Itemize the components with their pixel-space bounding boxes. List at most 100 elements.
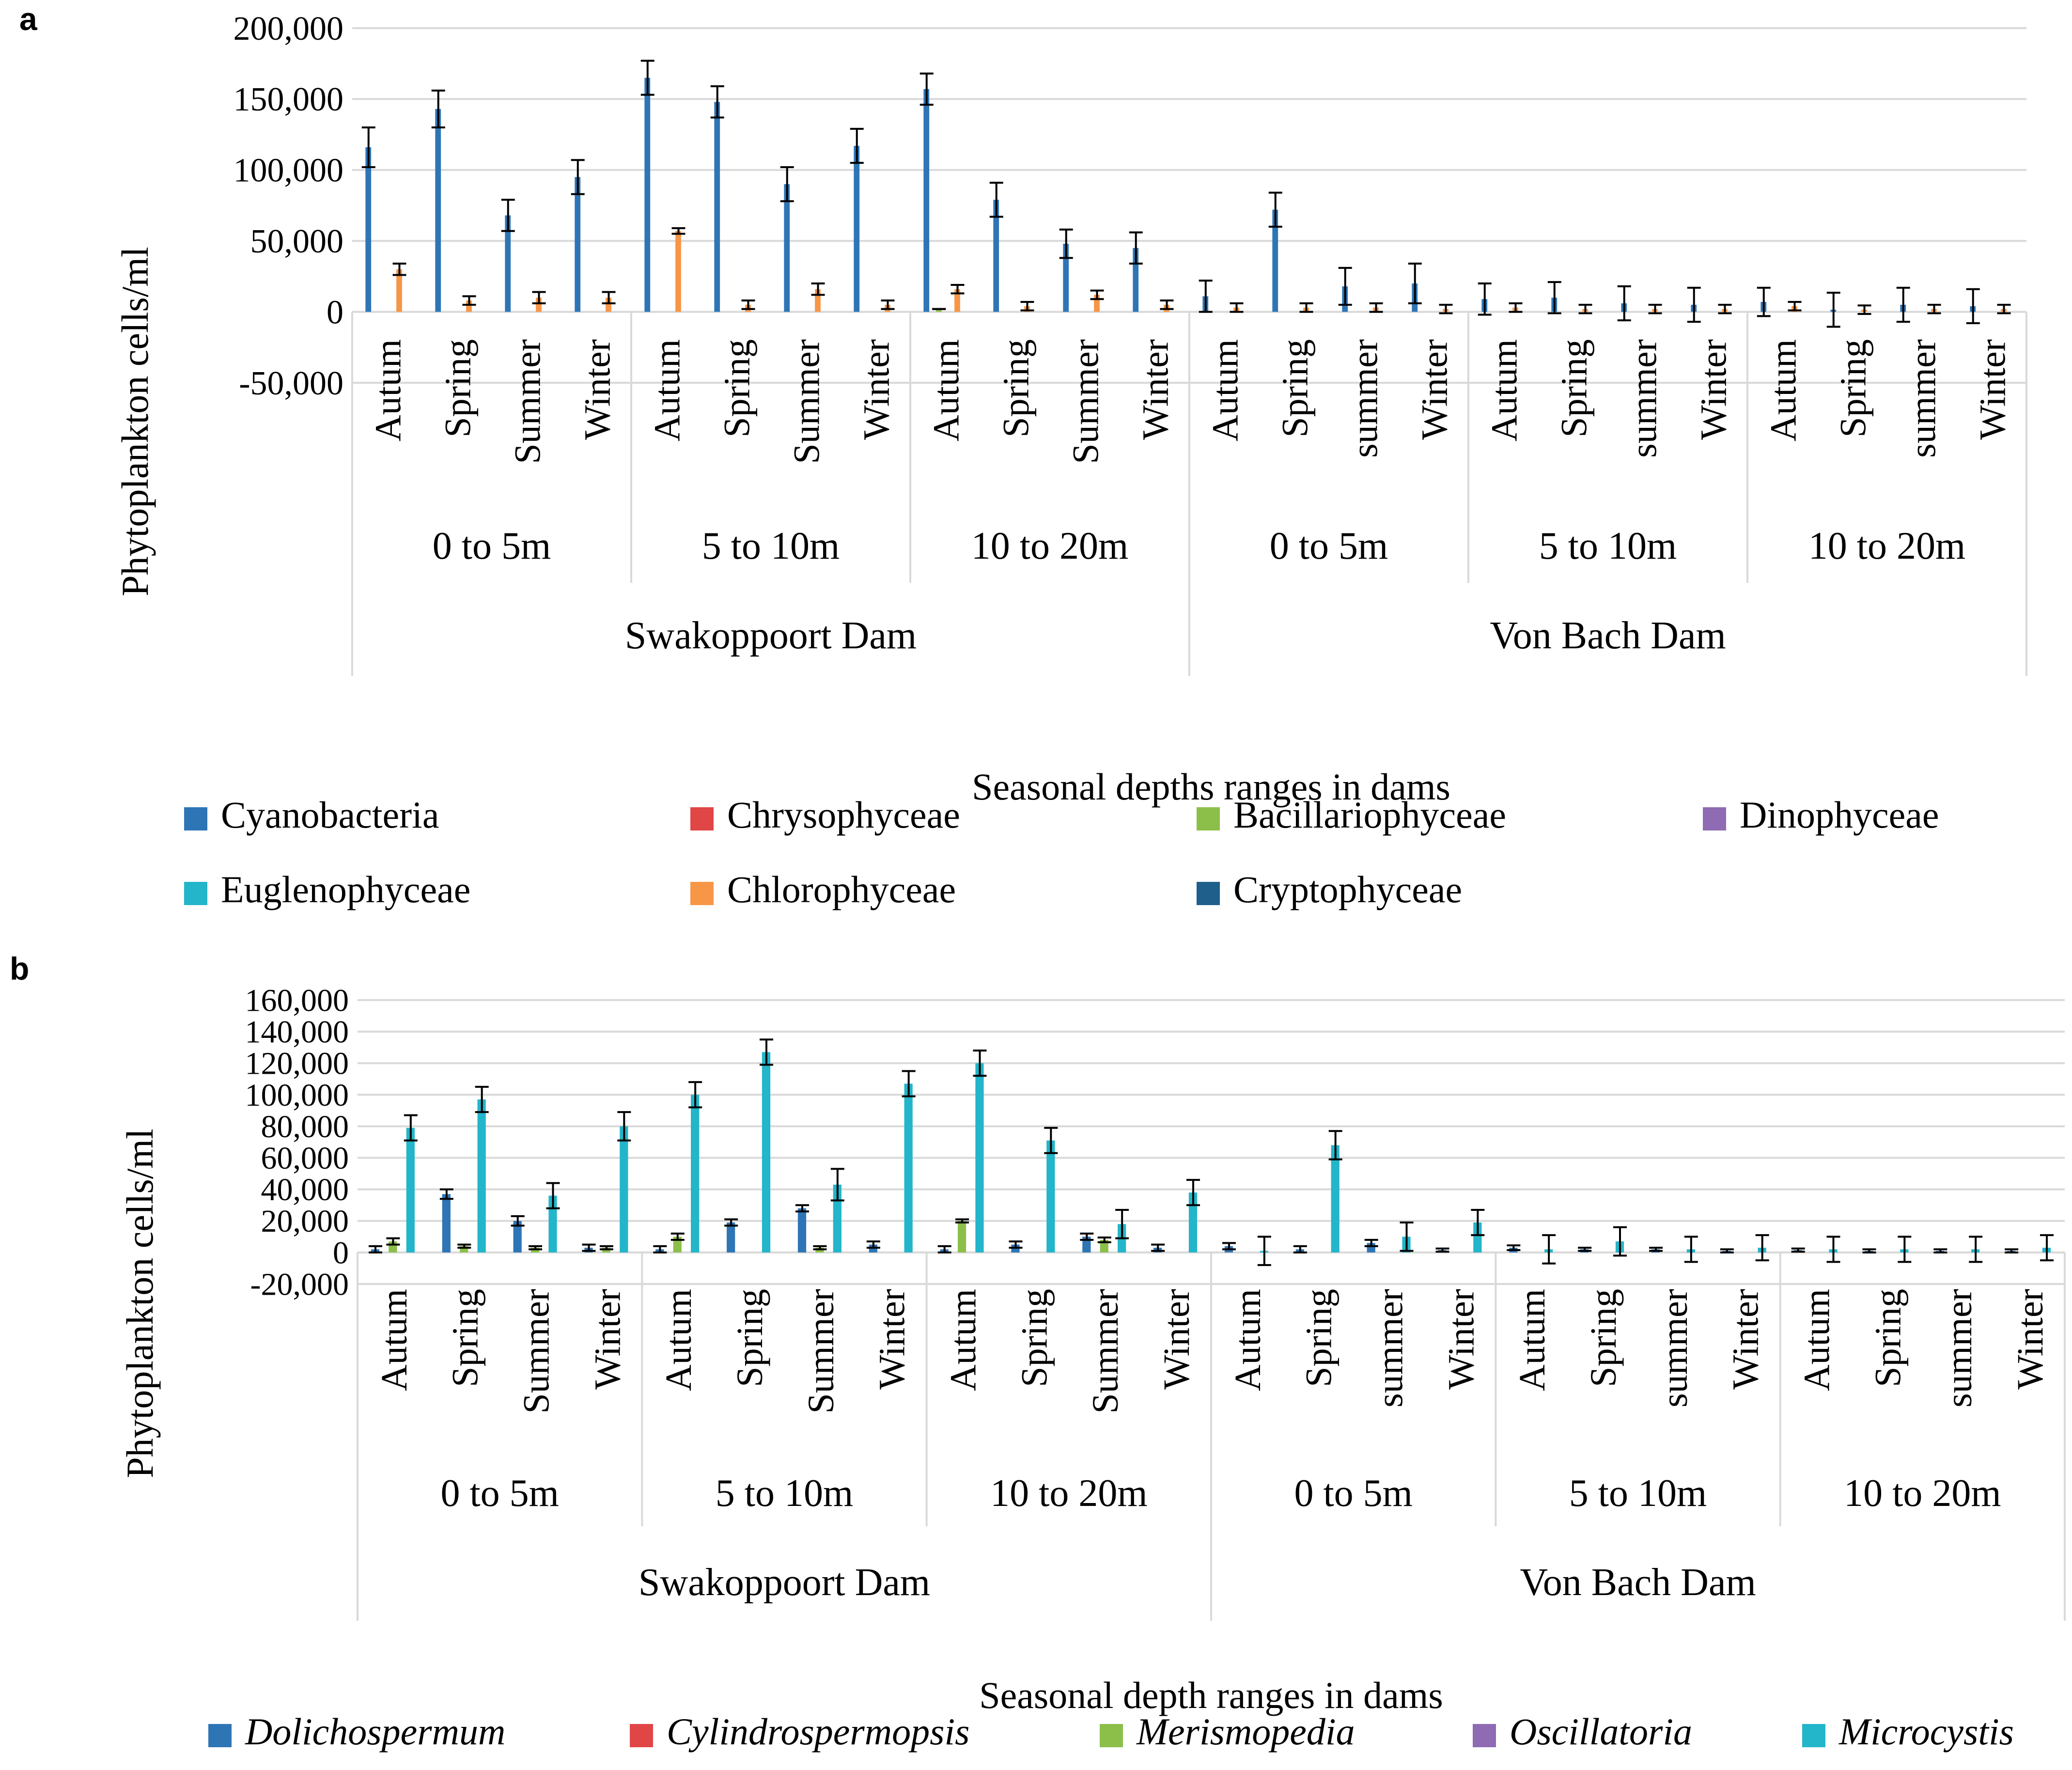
- panel-label-a: a: [19, 1, 38, 37]
- category-label: Winter: [587, 1289, 628, 1390]
- legend-label: Chrysophyceae: [727, 794, 960, 836]
- legend-swatch: [690, 807, 714, 830]
- group-labels: 0 to 5m 5 to 10m 10 to 20m 0 to 5m 5 to 10m 1…: [440, 1472, 2001, 1604]
- legend-label: Oscillatoria: [1510, 1710, 1692, 1753]
- y-tick-label: 140,000: [245, 1015, 349, 1050]
- bar: [513, 1221, 522, 1253]
- bar: [691, 1095, 700, 1253]
- legend-swatch: [1473, 1724, 1496, 1747]
- depth-group-label: 5 to 10m: [716, 1472, 853, 1515]
- bar: [477, 1099, 486, 1253]
- bars: [361, 60, 2011, 328]
- bar: [784, 184, 790, 312]
- bar: [854, 146, 860, 312]
- category-label: Autum: [926, 339, 966, 441]
- y-tick-label: 120,000: [245, 1046, 349, 1081]
- dam-group-label: Von Bach Dam: [1520, 1561, 1756, 1604]
- y-tick-label: 80,000: [261, 1109, 349, 1144]
- chart-panel-b: b -20,000020,00040,00060,00080,000100,00…: [10, 951, 2066, 1753]
- bar: [954, 289, 960, 312]
- bar: [1094, 295, 1100, 312]
- bar: [1272, 209, 1278, 312]
- y-tick-label: -50,000: [239, 365, 343, 402]
- bar: [548, 1195, 557, 1253]
- bar: [620, 1126, 628, 1253]
- legend-swatch: [1197, 807, 1220, 830]
- depth-group-label: 5 to 10m: [702, 525, 840, 567]
- category-label: Winter: [1972, 339, 2013, 440]
- category-label: Spring: [730, 1289, 770, 1387]
- category-label: Winter: [2010, 1289, 2051, 1390]
- depth-group-label: 5 to 10m: [1539, 525, 1677, 567]
- legend-label: Cryptophyceae: [1233, 868, 1462, 910]
- y-tick-label: 100,000: [234, 152, 344, 189]
- legend-label: Chlorophyceae: [727, 868, 956, 910]
- bar: [957, 1221, 966, 1253]
- category-label: Summer: [801, 1289, 841, 1414]
- category-label: Autum: [1484, 339, 1525, 441]
- category-label: Autum: [943, 1289, 983, 1391]
- category-label: Spring: [1554, 339, 1594, 438]
- legend-swatch: [690, 882, 714, 905]
- depth-group-label: 10 to 20m: [971, 525, 1128, 567]
- bar: [1063, 244, 1069, 312]
- depth-group-label: 0 to 5m: [1294, 1472, 1412, 1515]
- legend-swatch: [1197, 882, 1220, 905]
- depth-group-label: 5 to 10m: [1569, 1472, 1707, 1515]
- y-tick-label: 150,000: [234, 81, 344, 118]
- y-axis-label: Phytoplankton cells/ml: [119, 1128, 161, 1478]
- category-label: Autum: [368, 339, 408, 441]
- bar: [644, 78, 651, 312]
- legend-label: Merismopedia: [1136, 1710, 1355, 1753]
- bar: [1331, 1145, 1340, 1253]
- depth-group-label: 10 to 20m: [1844, 1472, 2001, 1515]
- bar: [466, 300, 472, 312]
- category-label: Summer: [1085, 1289, 1126, 1414]
- category-label: Summer: [1065, 339, 1106, 464]
- y-tick-labels: -20,000020,00040,00060,00080,000100,0001…: [245, 983, 349, 1302]
- bar: [993, 200, 999, 312]
- dam-group-label: Swakoppoort Dam: [639, 1561, 930, 1604]
- bar: [435, 109, 441, 312]
- legend-label: Euglenophyceae: [221, 868, 470, 910]
- bar: [365, 147, 372, 312]
- chart-panel-a: a -50,000 0 50,000 100,000 150,000 200,000 Au…: [19, 1, 2027, 910]
- legend-swatch: [184, 807, 207, 830]
- depth-group-label: 0 to 5m: [1270, 525, 1388, 567]
- category-label: Winter: [872, 1289, 913, 1390]
- category-label: Spring: [1868, 1289, 1908, 1387]
- legend-swatch: [1802, 1724, 1825, 1747]
- group-labels: 0 to 5m 5 to 10m 10 to 20m 0 to 5m 5 to 10m 1…: [433, 525, 1965, 657]
- x-axis-label: Seasonal depth ranges in dams: [979, 1674, 1443, 1716]
- y-tick-label: 0: [327, 294, 343, 331]
- bar: [1046, 1140, 1055, 1253]
- category-label: Spring: [437, 339, 478, 438]
- category-label: Autum: [658, 1289, 699, 1391]
- bar: [505, 215, 511, 312]
- y-tick-label: 40,000: [261, 1172, 349, 1207]
- category-label: Winter: [577, 339, 618, 440]
- bar: [606, 298, 611, 312]
- bar: [1473, 1222, 1482, 1253]
- bar: [935, 309, 942, 312]
- category-label: summer: [1654, 1289, 1695, 1408]
- gridlines: [351, 27, 2027, 676]
- bar: [1133, 248, 1139, 312]
- legend-swatch: [630, 1724, 653, 1747]
- category-label: Autum: [1796, 1289, 1837, 1391]
- legend-swatch: [184, 882, 207, 905]
- legend-label: Cyanobacteria: [221, 794, 439, 836]
- category-label: Summer: [786, 339, 827, 464]
- legend: Cyanobacteria Chrysophyceae Bacillariophyc…: [184, 794, 1939, 910]
- category-labels: Autum Spring Summer Winter Autum Spring Summer…: [368, 339, 2013, 464]
- category-label: Spring: [1299, 1289, 1340, 1387]
- y-tick-label: -20,000: [250, 1267, 349, 1302]
- category-label: Summer: [507, 339, 548, 464]
- bars: [369, 1038, 2054, 1266]
- bar: [442, 1194, 451, 1253]
- y-tick-label: 60,000: [261, 1141, 349, 1176]
- category-label: summer: [1370, 1289, 1410, 1408]
- bar: [797, 1208, 807, 1253]
